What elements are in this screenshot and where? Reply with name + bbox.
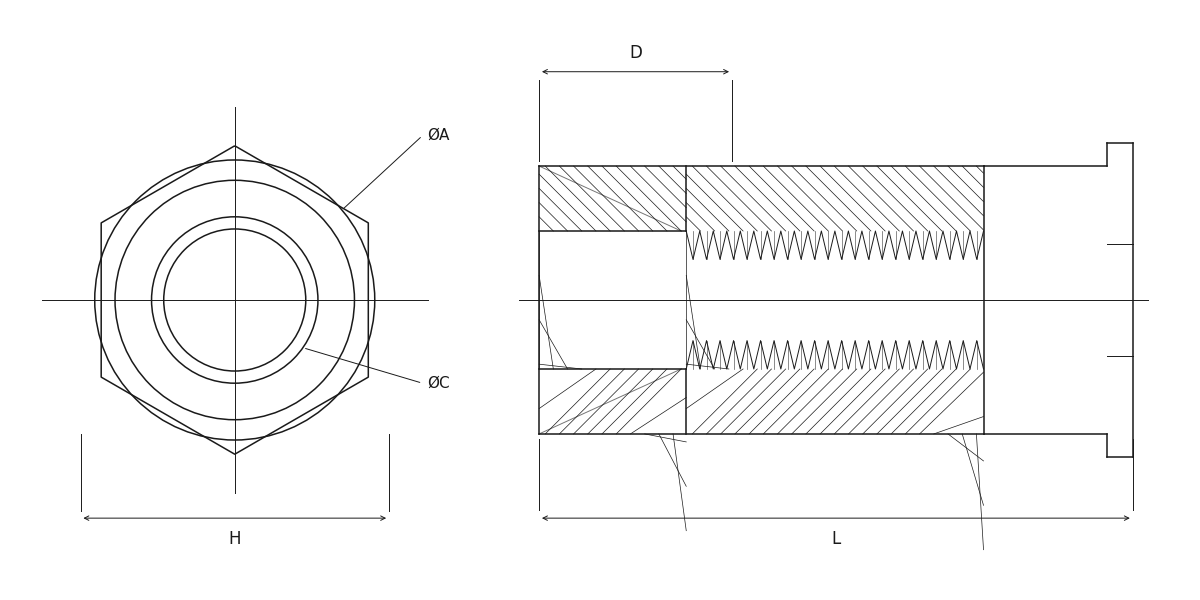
Text: L: L bbox=[832, 530, 840, 548]
Text: H: H bbox=[228, 530, 241, 548]
Text: D: D bbox=[629, 44, 642, 62]
Text: ØA: ØA bbox=[427, 128, 450, 143]
Text: ØC: ØC bbox=[427, 376, 450, 391]
